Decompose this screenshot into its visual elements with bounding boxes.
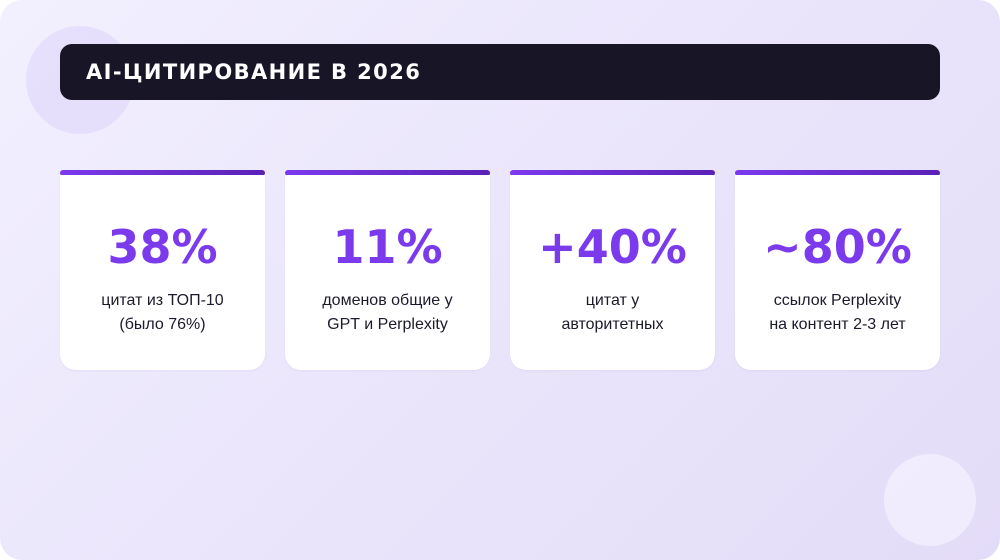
card-body: 11% доменов общие у GPT и Perplexity: [285, 175, 490, 370]
stat-card-authoritative: +40% цитат у авторитетных: [510, 170, 715, 370]
stat-description-line2: на контент 2-3 лет: [769, 316, 906, 333]
card-accent-bar: [735, 170, 940, 176]
card-accent-bar: [285, 170, 490, 176]
stat-value: +40%: [538, 220, 687, 274]
stat-description-line1: цитат у: [585, 292, 640, 309]
stat-description-line1: цитат из ТОП-10: [101, 292, 224, 309]
card-accent-bar: [510, 170, 715, 176]
stat-description-line2: GPT и Perplexity: [327, 316, 448, 333]
stat-description-line1: ссылок Perplexity: [773, 292, 902, 309]
stat-value: 38%: [107, 220, 218, 274]
card-body: ~80% ссылок Perplexity на контент 2-3 ле…: [735, 175, 940, 370]
stat-value: 11%: [332, 220, 443, 274]
stat-card-top10: 38% цитат из ТОП-10 (было 76%): [60, 170, 265, 370]
card-body: 38% цитат из ТОП-10 (было 76%): [60, 175, 265, 370]
stat-card-perplexity-links: ~80% ссылок Perplexity на контент 2-3 ле…: [735, 170, 940, 370]
stat-cards: 38% цитат из ТОП-10 (было 76%) 11% домен…: [60, 170, 940, 370]
stat-description: цитат из ТОП-10 (было 76%): [60, 289, 265, 337]
stat-description: ссылок Perplexity на контент 2-3 лет: [735, 289, 940, 337]
stat-description-line1: доменов общие у: [322, 292, 453, 309]
stat-description-line2: (было 76%): [119, 316, 206, 333]
title-bar: AI-ЦИТИРОВАНИЕ В 2026: [60, 44, 940, 100]
stat-description: цитат у авторитетных: [510, 289, 715, 337]
card-body: +40% цитат у авторитетных: [510, 175, 715, 370]
stat-description: доменов общие у GPT и Perplexity: [285, 289, 490, 337]
page-title: AI-ЦИТИРОВАНИЕ В 2026: [86, 60, 422, 84]
card-accent-bar: [60, 170, 265, 176]
decorative-circle-bottom-right: [884, 454, 976, 546]
stat-value: ~80%: [763, 220, 912, 274]
stat-description-line2: авторитетных: [561, 316, 664, 333]
stat-card-shared-domains: 11% доменов общие у GPT и Perplexity: [285, 170, 490, 370]
